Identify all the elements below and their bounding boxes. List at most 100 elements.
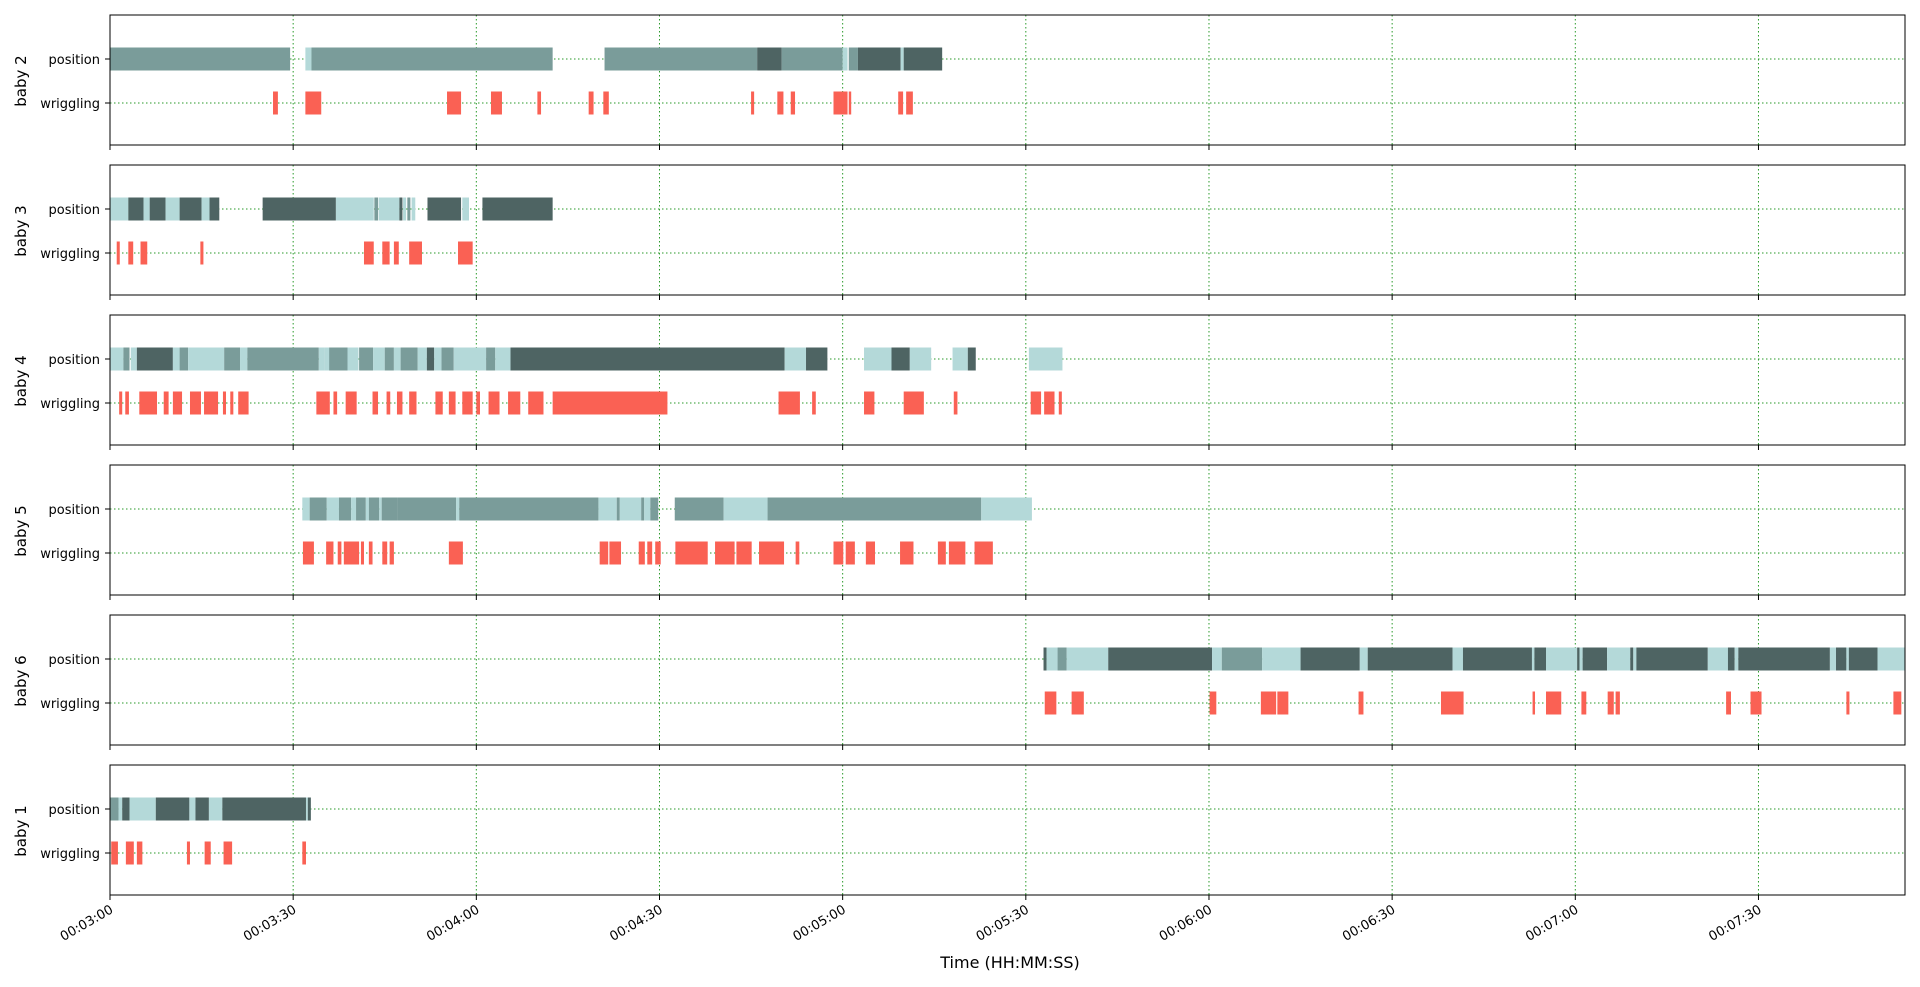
position-bar bbox=[857, 47, 901, 71]
x-tick-label: 00:07:00 bbox=[1523, 902, 1581, 944]
wriggling-bar bbox=[900, 541, 914, 565]
panel: position wriggling baby 4 bbox=[12, 314, 1906, 450]
position-bar bbox=[379, 497, 382, 521]
position-bar bbox=[900, 47, 904, 71]
position-bar bbox=[842, 47, 848, 71]
position-bar bbox=[1367, 647, 1453, 671]
wriggling-bar bbox=[898, 91, 904, 115]
wriggling-bar bbox=[360, 541, 364, 565]
position-bar bbox=[172, 347, 180, 371]
wriggling-bar bbox=[1030, 391, 1042, 415]
panel-label: baby 1 bbox=[12, 805, 30, 856]
x-tick-label: 00:05:30 bbox=[974, 902, 1032, 944]
position-bar bbox=[1534, 647, 1546, 671]
position-bar bbox=[400, 347, 418, 371]
position-bar bbox=[122, 797, 130, 821]
position-bar bbox=[598, 497, 617, 521]
position-bar bbox=[482, 197, 553, 221]
panel-label: baby 3 bbox=[12, 205, 30, 256]
position-bar bbox=[309, 497, 327, 521]
wriggling-bar bbox=[200, 241, 204, 265]
wriggling-bar bbox=[1044, 391, 1055, 415]
position-bar bbox=[619, 497, 642, 521]
wriggling-bar bbox=[128, 241, 134, 265]
wriggling-bar bbox=[715, 541, 735, 565]
position-bar bbox=[318, 347, 325, 371]
position-bar bbox=[305, 47, 312, 71]
position-bar bbox=[1607, 647, 1631, 671]
position-bar bbox=[616, 497, 620, 521]
panel-frame bbox=[109, 464, 1906, 596]
position-bar bbox=[434, 347, 442, 371]
wriggling-bar bbox=[389, 541, 394, 565]
wriggling-bar bbox=[368, 541, 373, 565]
position-bar bbox=[208, 797, 223, 821]
position-bar bbox=[1462, 647, 1532, 671]
position-bar bbox=[1066, 647, 1109, 671]
wriggling-bar bbox=[393, 241, 399, 265]
wriggling-bar bbox=[409, 391, 417, 415]
position-bar bbox=[723, 497, 768, 521]
position-bar bbox=[1633, 647, 1637, 671]
position-bar bbox=[462, 197, 469, 221]
position-bar bbox=[128, 197, 144, 221]
position-bar bbox=[384, 347, 394, 371]
y-tick-label-position: position bbox=[49, 803, 101, 818]
position-bar bbox=[1057, 647, 1067, 671]
wriggling-bar bbox=[409, 241, 422, 265]
position-bar bbox=[1531, 647, 1535, 671]
position-bar bbox=[356, 497, 366, 521]
panel-frame bbox=[109, 164, 1906, 296]
position-bar bbox=[1452, 647, 1463, 671]
wriggling-bar bbox=[305, 91, 322, 115]
position-bar bbox=[909, 347, 932, 371]
position-bar bbox=[123, 347, 130, 371]
wriggling-bar bbox=[333, 391, 338, 415]
wriggling-bar bbox=[845, 541, 855, 565]
position-bar bbox=[326, 497, 339, 521]
wriggling-bar bbox=[382, 541, 388, 565]
wriggling-bar bbox=[204, 391, 219, 415]
panel: position wriggling baby 1 bbox=[12, 764, 1906, 900]
position-bar bbox=[129, 797, 156, 821]
y-tick-label-wriggling: wriggling bbox=[40, 397, 100, 412]
panel-label: baby 6 bbox=[12, 655, 30, 706]
x-tick-labels: 00:03:00 00:03:30 00:04:00 00:04:30 00:05:00… bbox=[58, 902, 1765, 944]
wriggling-bar bbox=[345, 391, 357, 415]
position-bar bbox=[165, 197, 180, 221]
wriggling-bar bbox=[1532, 691, 1536, 715]
wriggling-bar bbox=[974, 541, 993, 565]
position-bar bbox=[188, 347, 225, 371]
panel: position wriggling baby 3 bbox=[12, 164, 1906, 300]
position-bar bbox=[1707, 647, 1728, 671]
wriggling-bar bbox=[1846, 691, 1850, 715]
wriggling-bar bbox=[116, 241, 120, 265]
y-tick-label-position: position bbox=[49, 53, 101, 68]
position-bar bbox=[179, 347, 189, 371]
position-bar bbox=[1630, 647, 1634, 671]
position-bar bbox=[324, 347, 332, 371]
position-bar bbox=[806, 347, 828, 371]
panel-label: baby 2 bbox=[12, 55, 30, 106]
wriggling-bar bbox=[1893, 691, 1902, 715]
wriggling-bar bbox=[1358, 691, 1364, 715]
position-bar bbox=[179, 197, 202, 221]
position-bar bbox=[1636, 647, 1708, 671]
position-bar bbox=[407, 197, 411, 221]
position-bar bbox=[399, 197, 403, 221]
wriggling-bar bbox=[136, 841, 143, 865]
wriggling-bar bbox=[448, 541, 463, 565]
position-bar bbox=[195, 797, 209, 821]
position-bar bbox=[1046, 647, 1058, 671]
wriggling-bar bbox=[552, 391, 668, 415]
y-tick-label-wriggling: wriggling bbox=[40, 247, 100, 262]
wriggling-bar bbox=[447, 91, 462, 115]
wriggling-bar bbox=[528, 391, 544, 415]
position-bar bbox=[311, 47, 553, 71]
wriggling-bar bbox=[490, 91, 502, 115]
wriggling-bar bbox=[111, 841, 118, 865]
position-bar bbox=[302, 497, 310, 521]
wriggling-bar bbox=[777, 91, 784, 115]
position-bar bbox=[373, 347, 385, 371]
wriggling-bar bbox=[1044, 691, 1057, 715]
